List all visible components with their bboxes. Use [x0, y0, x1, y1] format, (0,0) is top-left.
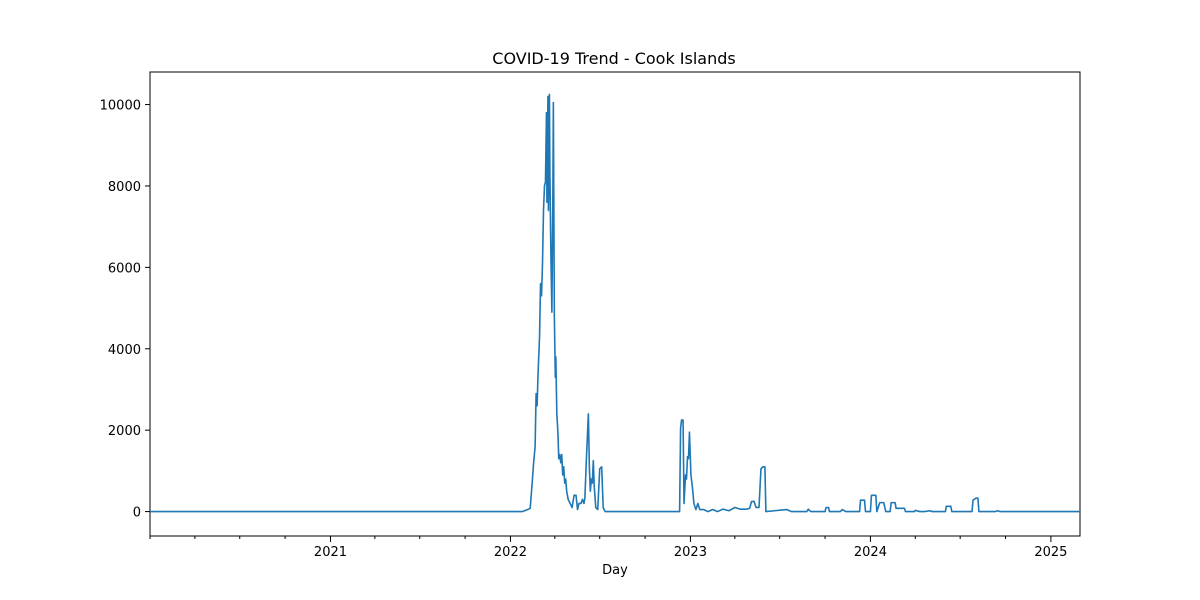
x-axis: 2021 2022 2023 2024 2025 — [149, 536, 1067, 560]
plot-frame — [149, 71, 1081, 537]
x-tick-label: 2022 — [494, 545, 527, 560]
chart-title: COVID-19 Trend - Cook Islands — [492, 49, 735, 68]
y-tick-label: 6000 — [108, 261, 141, 276]
y-tick-label: 2000 — [108, 424, 141, 439]
x-tick-label: 2021 — [314, 545, 347, 560]
series-line — [150, 93, 1080, 513]
plot-area — [149, 71, 1081, 537]
x-tick-label: 2024 — [854, 545, 887, 560]
y-tick-label: 10000 — [100, 99, 141, 114]
x-tick-label: 2023 — [674, 545, 707, 560]
x-axis-label: Day — [602, 563, 628, 578]
y-tick-label: 4000 — [108, 343, 141, 358]
y-tick-label: 0 — [133, 506, 141, 521]
y-tick-label: 8000 — [108, 180, 141, 195]
x-tick-label: 2025 — [1034, 545, 1067, 560]
y-axis: 0 2000 4000 6000 8000 10000 — [100, 99, 150, 521]
